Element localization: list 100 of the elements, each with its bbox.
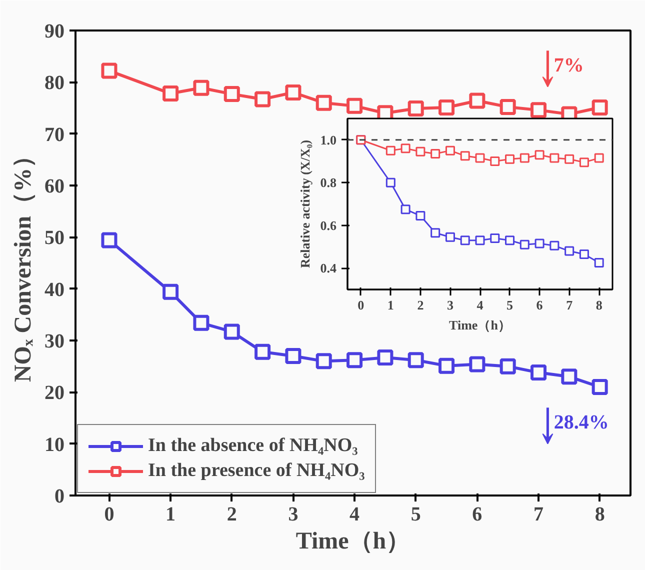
y-tick-label: 40 <box>44 278 64 301</box>
point <box>193 314 210 331</box>
x-tick-label: 5 <box>410 504 421 526</box>
y-tick-label: 20 <box>44 382 64 404</box>
point <box>505 154 515 164</box>
point <box>500 358 516 374</box>
point <box>193 80 210 96</box>
point <box>416 211 426 221</box>
x-tick-label: 4 <box>476 298 484 312</box>
point <box>530 102 547 118</box>
point <box>520 240 530 250</box>
point <box>408 100 424 117</box>
point <box>530 364 547 381</box>
legend-label: In the absence of NH₄NO₃ <box>148 435 358 457</box>
x-tick-label: 4 <box>350 504 360 526</box>
point <box>460 236 470 246</box>
y-axis-title: NOₓ Conversion（%） <box>10 144 36 382</box>
x-tick-label: 2 <box>226 504 237 526</box>
point <box>475 236 485 246</box>
x-axis-title: Time（h） <box>449 318 511 332</box>
point <box>550 240 560 250</box>
y-tick-label: 0 <box>54 486 64 508</box>
x-tick-label: 8 <box>596 298 603 312</box>
point <box>346 98 363 114</box>
point <box>564 246 574 256</box>
y-tick-label: 0.4 <box>320 260 337 276</box>
x-tick-label: 5 <box>506 298 514 312</box>
point <box>534 238 544 248</box>
x-tick-label: 1 <box>387 298 394 312</box>
point <box>430 228 440 238</box>
x-tick-label: 0 <box>104 504 114 526</box>
y-tick-label: 90 <box>44 20 64 42</box>
point <box>224 86 240 102</box>
point <box>285 84 302 100</box>
point <box>520 153 530 163</box>
point <box>400 144 410 154</box>
y-axis-title: Relative activity (X/X₀) <box>297 140 312 268</box>
point <box>386 178 396 188</box>
point <box>445 146 455 156</box>
x-tick-label: 6 <box>536 298 544 312</box>
point <box>408 352 424 368</box>
y-tick-label: 80 <box>44 72 64 94</box>
point <box>254 344 271 360</box>
point <box>561 368 578 385</box>
point <box>579 158 589 168</box>
point <box>101 232 118 248</box>
x-tick-label: 3 <box>288 504 298 526</box>
y-tick-label: 30 <box>44 330 64 352</box>
x-tick-label: 1 <box>166 504 176 526</box>
point <box>445 232 455 242</box>
point <box>505 236 515 246</box>
point <box>592 99 608 116</box>
point <box>594 153 604 163</box>
x-tick-label: 0 <box>358 298 364 312</box>
point <box>101 62 118 79</box>
point <box>430 149 440 159</box>
y-tick-label: 0.6 <box>320 218 337 233</box>
point <box>377 350 394 366</box>
annotation: 28.4% <box>554 412 609 434</box>
point <box>469 356 486 372</box>
point <box>469 92 486 109</box>
point <box>438 358 455 374</box>
point <box>490 233 500 243</box>
y-tick-label: 70 <box>44 124 64 146</box>
point <box>162 86 179 102</box>
y-tick-label: 10 <box>44 434 64 456</box>
x-tick-label: 6 <box>472 504 482 526</box>
point <box>490 156 500 166</box>
point <box>386 146 396 156</box>
point <box>285 348 302 364</box>
point <box>438 99 455 116</box>
point <box>162 284 179 300</box>
y-tick-label: 60 <box>44 176 64 198</box>
point <box>564 154 574 164</box>
point <box>254 91 271 108</box>
legend-label: In the presence of NH₄NO₃ <box>148 460 365 482</box>
point <box>224 324 240 340</box>
x-axis-title: Time（h） <box>296 528 410 554</box>
point <box>550 153 560 163</box>
point <box>316 353 332 370</box>
point <box>534 150 544 160</box>
point <box>400 204 410 214</box>
point <box>416 146 426 156</box>
point <box>460 151 470 161</box>
point <box>579 249 589 259</box>
x-tick-label: 7 <box>534 504 544 526</box>
x-tick-label: 8 <box>594 504 605 526</box>
point <box>316 94 332 111</box>
point <box>500 98 516 115</box>
point <box>592 379 608 395</box>
x-tick-label: 2 <box>417 298 424 312</box>
annotation: 7% <box>554 54 584 76</box>
point <box>475 153 485 163</box>
point <box>346 352 363 368</box>
x-tick-label: 3 <box>446 298 454 312</box>
y-tick-label: 50 <box>44 227 64 250</box>
point <box>594 258 604 268</box>
y-tick-label: 1.0 <box>320 132 336 148</box>
y-tick-label: 0.8 <box>320 175 337 190</box>
x-tick-label: 7 <box>566 298 574 312</box>
